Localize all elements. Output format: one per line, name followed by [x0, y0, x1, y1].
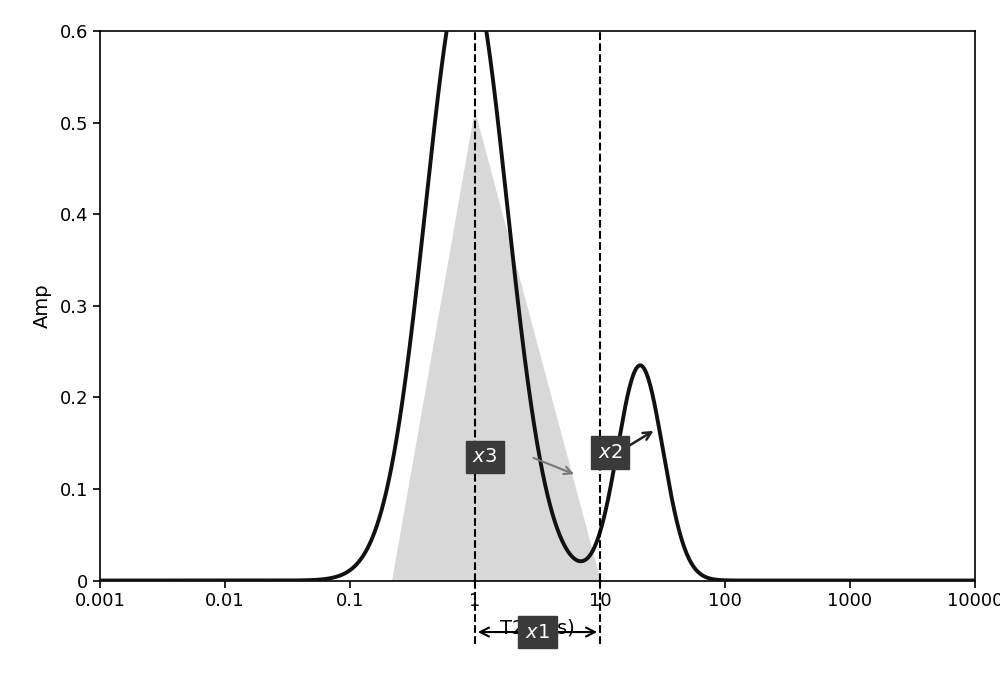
Text: $x3$: $x3$: [472, 447, 497, 466]
X-axis label: T2 (ms): T2 (ms): [500, 619, 575, 638]
Polygon shape: [393, 113, 600, 581]
Text: $x2$: $x2$: [598, 443, 622, 462]
Text: $x1$: $x1$: [525, 622, 550, 642]
Y-axis label: Amp: Amp: [32, 284, 51, 328]
